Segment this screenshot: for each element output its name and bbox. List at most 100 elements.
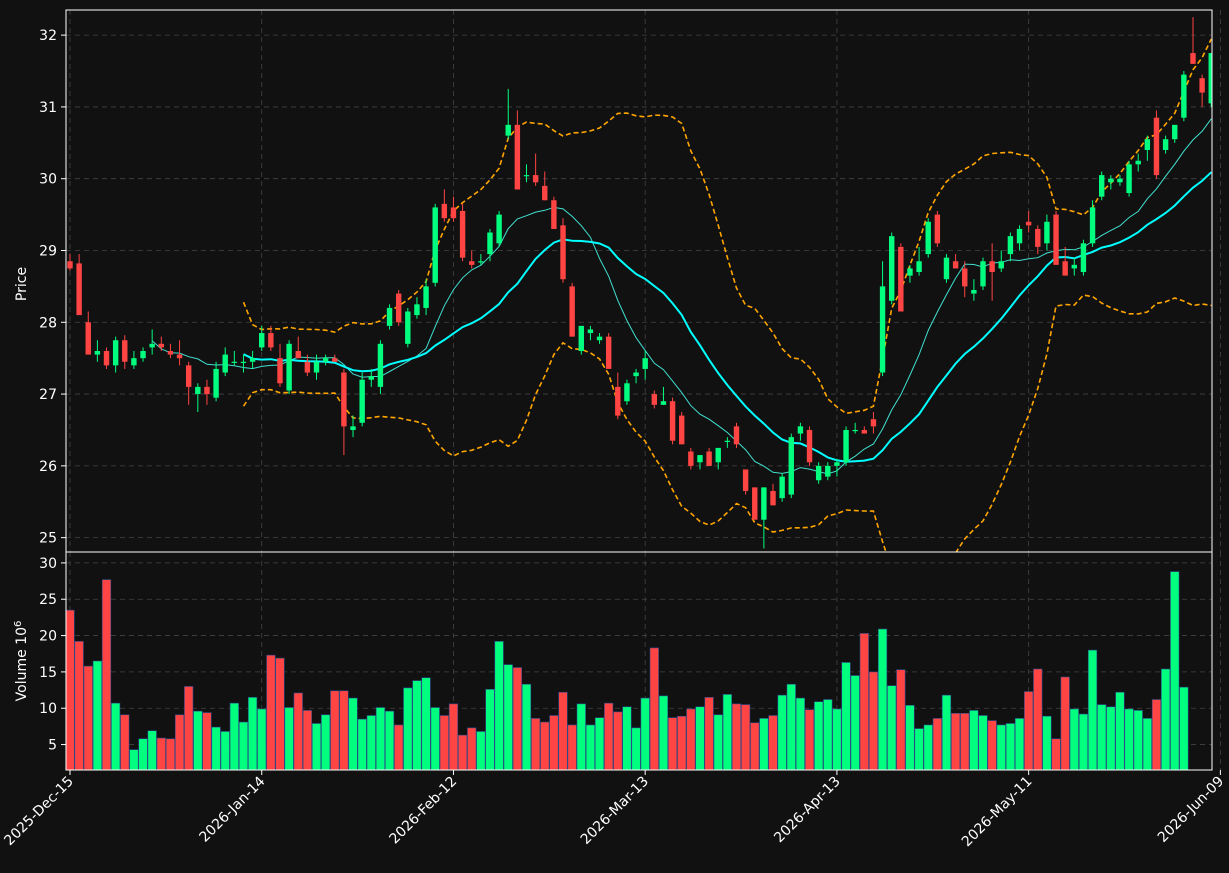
volume-bar-down [1060, 676, 1070, 771]
volume-y-axis: 5 10 15 20 25 30 [39, 556, 66, 754]
volume-bar-up [722, 694, 732, 771]
volume-bar-down [613, 711, 623, 771]
volume-bar-down [731, 703, 742, 771]
volume-bar-up [823, 699, 833, 771]
volume-bar-up [713, 714, 723, 771]
volume-bar-down [1024, 691, 1034, 771]
candle-down [341, 372, 347, 427]
candle-down [1190, 53, 1196, 64]
lower-band-line [242, 294, 1212, 552]
candle-up [131, 358, 137, 366]
volume-bar-up [978, 715, 988, 771]
volume-bar-down [951, 713, 961, 771]
candle-down [898, 246, 904, 312]
volume-bar-up [521, 683, 532, 771]
volume-bar-down [531, 718, 541, 771]
price-grid [66, 10, 1221, 552]
volume-bar-up [1106, 706, 1116, 771]
volume-bar-down [202, 712, 212, 771]
candle-down [204, 386, 210, 395]
volume-bar-up [594, 717, 605, 771]
candle-down [1053, 214, 1059, 265]
candle-up [843, 429, 849, 463]
candle-down [1025, 221, 1032, 226]
candlesticks [67, 17, 1212, 549]
candle-up [1126, 164, 1132, 194]
volume-bar-down [457, 734, 468, 771]
volume-bar-down [266, 654, 276, 771]
volume-bar-up [348, 697, 358, 771]
volume-bar-up [111, 702, 121, 771]
candle-up [797, 426, 804, 434]
volume-bar-down [750, 722, 760, 771]
candle-up [779, 476, 785, 499]
volume-bars [65, 571, 1189, 771]
volume-bar-up [403, 687, 413, 771]
candle-down [806, 429, 813, 463]
volume-bar-down [184, 686, 194, 771]
volume-bar-up [923, 724, 933, 771]
candle-up [487, 232, 493, 255]
candle-up [195, 386, 201, 395]
volume-bar-up [357, 718, 367, 771]
candle-up [596, 336, 603, 341]
volume-bar-up [777, 694, 787, 771]
volume-bar-up [877, 628, 888, 771]
price-tick-label: 27 [39, 387, 57, 403]
volume-bar-down [932, 718, 942, 771]
candle-down [441, 203, 448, 219]
volume-panel-frame [65, 551, 1213, 771]
volume-bar-down [65, 609, 75, 771]
volume-tick-label: 30 [39, 556, 57, 572]
volume-bar-up [814, 701, 824, 771]
candle-down [76, 263, 82, 316]
volume-bar-up [795, 697, 805, 771]
price-tick-label: 31 [39, 100, 57, 116]
volume-bar-up [841, 662, 851, 771]
volume-bar-up [92, 660, 102, 771]
candle-up [523, 175, 530, 177]
volume-bar-down [101, 579, 112, 771]
candle-up [578, 325, 584, 351]
candle-up [1117, 178, 1123, 183]
volume-bar-up [941, 694, 952, 771]
volume-bar-up [220, 731, 230, 771]
candle-up [1098, 175, 1105, 197]
volume-bar-up [193, 710, 203, 771]
candle-up [660, 401, 667, 405]
candle-down [615, 386, 621, 416]
price-tick-label: 29 [39, 243, 57, 259]
candle-up [971, 289, 977, 294]
volume-bar-down [704, 697, 714, 771]
candle-up [1071, 264, 1077, 269]
volume-bar-up [284, 707, 294, 771]
candle-down [669, 401, 676, 441]
volume-bar-up [138, 738, 148, 771]
volume-bar-down [293, 692, 303, 771]
candle-up [879, 286, 886, 373]
volume-bar-up [211, 726, 221, 771]
volume-axis-title: Volume 106 [13, 621, 31, 702]
candle-down [1199, 78, 1205, 93]
volume-bar-up [1078, 713, 1089, 771]
volume-bar-down [677, 715, 687, 771]
candle-down [158, 343, 164, 348]
candle-down [560, 225, 566, 280]
volume-bar-down [1033, 668, 1043, 771]
candle-up [414, 304, 420, 316]
volume-bar-down [540, 721, 550, 771]
candle-down [85, 322, 91, 355]
candle-down [185, 365, 192, 387]
candle-down [989, 261, 995, 273]
volume-bar-down [174, 714, 185, 771]
volume-bar-down [1051, 738, 1061, 771]
candle-down [688, 451, 694, 466]
candle-down [952, 261, 959, 269]
volume-bar-up [430, 707, 440, 771]
volume-bar-down [467, 727, 477, 771]
candle-down [679, 415, 685, 445]
candle-down [304, 361, 311, 373]
candle-up [852, 429, 858, 432]
candle-down [450, 207, 457, 219]
volume-bar-down [302, 710, 312, 771]
